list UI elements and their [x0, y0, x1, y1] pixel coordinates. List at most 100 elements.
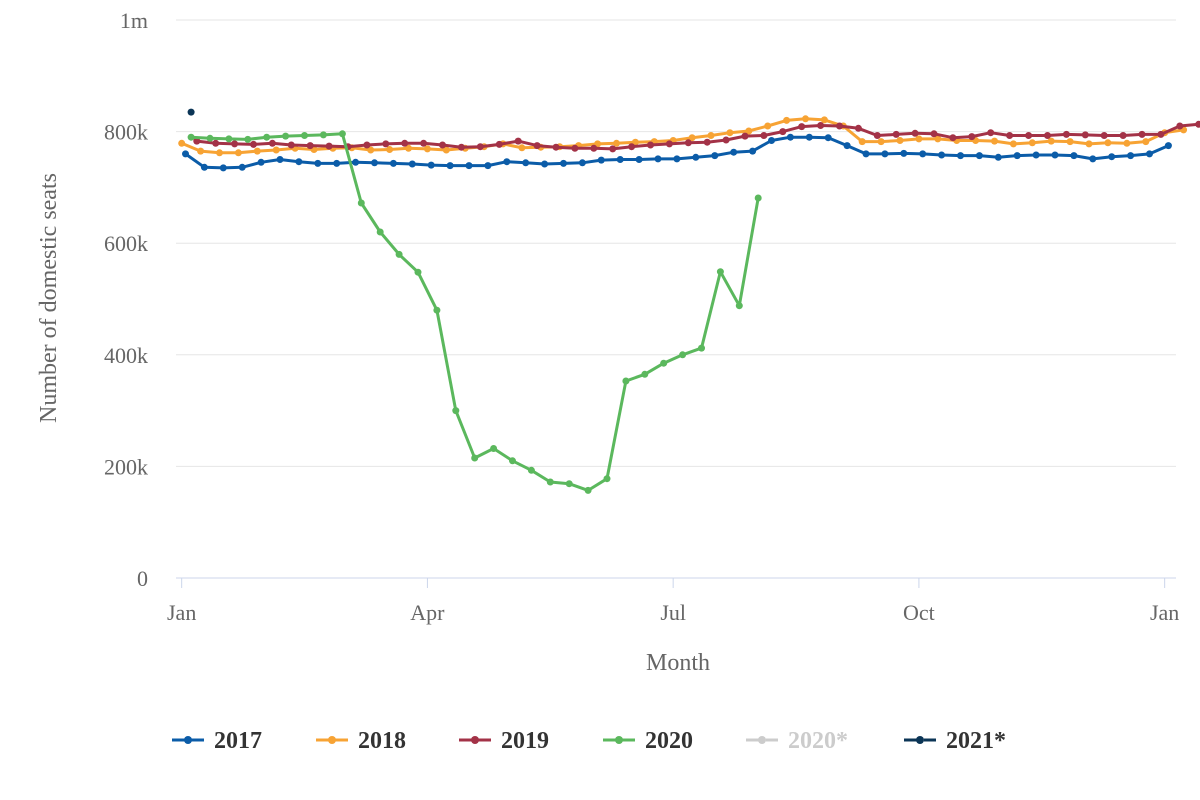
legend-label: 2017	[214, 728, 262, 754]
data-point	[238, 163, 246, 171]
data-point	[854, 124, 862, 132]
data-point	[613, 139, 620, 147]
data-point	[749, 147, 757, 155]
data-point	[665, 140, 673, 148]
data-point	[628, 143, 636, 151]
data-point	[858, 138, 866, 146]
legend-label: 2020	[645, 728, 693, 754]
data-point	[546, 478, 554, 486]
legend-swatch-marker	[615, 736, 623, 744]
data-point	[1138, 130, 1146, 138]
data-point	[427, 161, 435, 169]
legend[interactable]: 2017 2018 2019 2020 2020* 2021*	[172, 728, 1006, 754]
data-point	[716, 268, 724, 276]
data-point	[843, 142, 851, 150]
legend-swatch-marker	[758, 736, 766, 744]
data-point	[1195, 120, 1200, 128]
data-point	[760, 132, 768, 139]
legend-item-2020-star[interactable]: 2020*	[746, 728, 848, 754]
data-point	[836, 122, 843, 130]
legend-item-2019[interactable]: 2019	[459, 728, 549, 754]
data-point	[495, 140, 503, 148]
data-point	[1146, 150, 1153, 158]
data-point	[484, 162, 492, 170]
data-point	[565, 480, 573, 488]
data-point	[490, 445, 498, 452]
data-point	[319, 131, 327, 139]
data-point	[382, 140, 390, 148]
data-point	[975, 152, 983, 160]
data-point	[726, 129, 734, 137]
y-tick-label: 1m	[120, 8, 148, 33]
data-point	[250, 140, 257, 148]
data-point	[968, 133, 976, 141]
data-point	[881, 150, 889, 158]
data-point	[446, 162, 454, 170]
data-point	[698, 344, 705, 352]
data-point	[263, 133, 271, 141]
data-point	[1100, 132, 1108, 139]
x-tick-label: Oct	[903, 600, 935, 625]
data-point	[1044, 132, 1051, 139]
legend-item-2018[interactable]: 2018	[316, 728, 406, 754]
data-point	[578, 159, 586, 167]
data-point	[414, 268, 422, 276]
data-point	[367, 146, 375, 154]
data-point	[178, 139, 186, 147]
data-point	[386, 146, 394, 153]
data-point	[423, 145, 431, 153]
legend-swatch-marker	[916, 736, 924, 744]
data-point	[533, 142, 541, 150]
data-point	[571, 144, 579, 152]
data-point	[1085, 140, 1093, 148]
data-point	[597, 156, 605, 164]
data-point	[900, 149, 908, 157]
legend-item-2021-star[interactable]: 2021*	[904, 728, 1006, 754]
legend-item-2020[interactable]: 2020	[603, 728, 693, 754]
data-point	[688, 134, 696, 142]
data-point	[212, 139, 220, 147]
data-point	[187, 133, 195, 141]
data-point	[457, 143, 465, 151]
data-point	[1062, 130, 1070, 138]
y-axis-title: Number of domestic seats	[36, 173, 62, 423]
y-tick-label: 600k	[104, 231, 148, 256]
data-point	[1176, 122, 1184, 130]
grid-layer	[176, 19, 1176, 467]
data-point	[301, 132, 308, 139]
data-point	[994, 153, 1002, 161]
x-axis-title: Month	[646, 650, 710, 676]
data-point	[991, 137, 998, 145]
data-point	[934, 135, 942, 143]
legend-label: 2018	[358, 728, 406, 754]
data-point	[1028, 139, 1036, 147]
x-tick-label: Apr	[410, 600, 445, 625]
data-point	[1047, 137, 1055, 145]
y-tick-label: 400k	[104, 343, 148, 368]
data-point	[1081, 131, 1089, 139]
data-point	[363, 141, 371, 149]
x-tick-label: Jan	[167, 600, 196, 625]
legend-swatch-marker	[471, 736, 479, 744]
data-point	[1157, 130, 1165, 138]
data-point	[635, 156, 643, 163]
data-point	[938, 151, 946, 159]
data-point	[722, 136, 730, 144]
legend-item-2017[interactable]: 2017	[172, 728, 262, 754]
data-point	[802, 115, 809, 123]
legend-label: 2019	[501, 728, 549, 754]
data-point	[703, 138, 711, 146]
data-point	[257, 158, 265, 166]
series-line	[191, 132, 760, 492]
data-point	[730, 148, 738, 156]
data-point	[314, 159, 322, 167]
data-point	[987, 129, 995, 137]
y-tick-label: 800k	[104, 120, 148, 145]
series-2020	[187, 130, 762, 494]
data-point	[862, 150, 870, 158]
legend-swatch-marker	[328, 736, 336, 744]
data-point	[892, 130, 900, 138]
data-point	[590, 144, 598, 152]
data-point	[754, 194, 762, 202]
